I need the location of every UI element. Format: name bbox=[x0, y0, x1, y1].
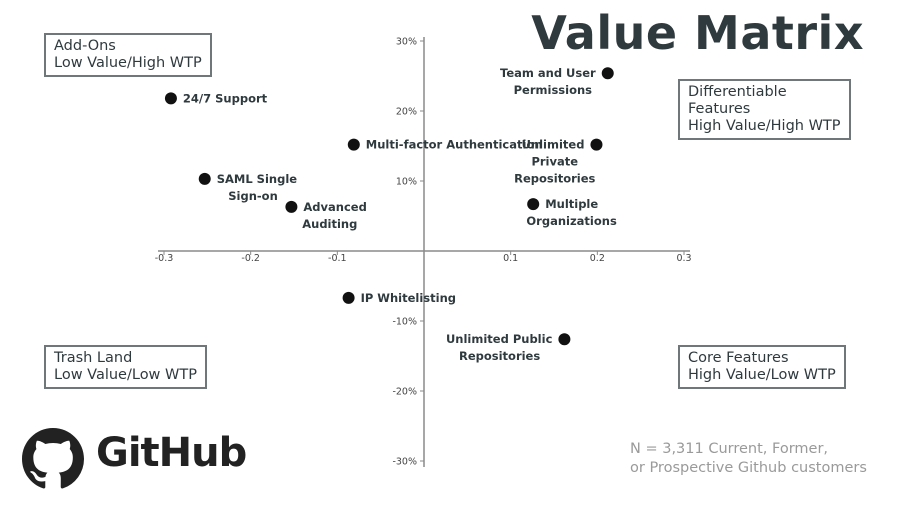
data-point bbox=[342, 291, 355, 304]
data-point-label: Unlimited Private Repositories bbox=[514, 138, 595, 186]
data-point bbox=[590, 138, 603, 151]
quadrant-top-left-line: Low Value/High WTP bbox=[54, 55, 202, 71]
quadrant-top-right-line: Features bbox=[688, 101, 751, 117]
y-tick-label: 30% bbox=[396, 37, 417, 48]
footnote-line: N = 3,311 Current, Former, bbox=[630, 441, 829, 457]
data-point-label-line: Advanced bbox=[303, 200, 366, 214]
data-point bbox=[285, 200, 298, 213]
data-point-label-line: Auditing bbox=[302, 217, 357, 231]
data-point-label-line: Unlimited bbox=[522, 138, 585, 152]
x-tick-label: -0.2 bbox=[241, 253, 260, 264]
chart-title: Value Matrix bbox=[531, 6, 864, 60]
data-point-label-line: Team and User bbox=[500, 66, 596, 80]
data-point bbox=[527, 198, 540, 211]
data-point bbox=[347, 138, 360, 151]
x-tick-label: 0.3 bbox=[676, 253, 691, 264]
quadrant-top-right: Differentiable Features High Value/High … bbox=[678, 79, 851, 140]
quadrant-top-right-line: High Value/High WTP bbox=[688, 118, 841, 134]
data-point-label-line: SAML Single bbox=[217, 172, 298, 186]
data-point-label: 24/7 Support bbox=[183, 91, 268, 105]
y-tick-label: 10% bbox=[396, 177, 417, 188]
data-point-label: IP Whitelisting bbox=[361, 291, 456, 305]
github-wordmark: GitHub bbox=[96, 430, 247, 476]
github-logo: GitHub bbox=[22, 428, 247, 489]
data-point-label-line: Repositories bbox=[459, 349, 540, 363]
x-tick-label: -0.1 bbox=[328, 253, 347, 264]
data-point-label-line: Unlimited Public bbox=[446, 332, 553, 346]
quadrant-bottom-left-line: Low Value/Low WTP bbox=[54, 367, 197, 383]
data-point-label: Multiple Organizations bbox=[526, 197, 617, 228]
x-tick-label: -0.3 bbox=[155, 253, 174, 264]
quadrant-bottom-right-line: High Value/Low WTP bbox=[688, 367, 836, 383]
x-tick-label: 0.1 bbox=[503, 253, 518, 264]
data-point bbox=[164, 92, 177, 105]
quadrant-bottom-right: Core Features High Value/Low WTP bbox=[678, 345, 846, 389]
github-octocat-icon bbox=[22, 428, 84, 489]
data-point-label: Advanced Auditing bbox=[302, 200, 367, 231]
data-point-label-line: Repositories bbox=[514, 172, 595, 186]
quadrant-bottom-right-line: Core Features bbox=[688, 350, 789, 366]
data-point bbox=[601, 67, 614, 80]
data-point-label-line: Permissions bbox=[514, 83, 593, 97]
data-point-label: Team and User Permissions bbox=[500, 66, 596, 97]
quadrant-top-left: Add-Ons Low Value/High WTP bbox=[44, 33, 212, 77]
y-tick-label: -30% bbox=[392, 457, 417, 468]
data-point-label-line: Multiple bbox=[545, 197, 598, 211]
quadrant-bottom-left: Trash Land Low Value/Low WTP bbox=[44, 345, 207, 389]
x-tick-label: 0.2 bbox=[590, 253, 605, 264]
y-tick-label: 20% bbox=[396, 107, 417, 118]
data-point-label: Unlimited Public Repositories bbox=[446, 332, 553, 363]
data-point bbox=[558, 333, 571, 346]
sample-footnote: N = 3,311 Current, Former, or Prospectiv… bbox=[630, 440, 867, 478]
y-tick-label: -20% bbox=[392, 387, 417, 398]
data-point bbox=[198, 172, 211, 185]
data-point-label-line: Private bbox=[531, 155, 578, 169]
data-point-label-line: Sign-on bbox=[228, 189, 278, 203]
data-point-label: Multi-factor Authentication bbox=[366, 138, 543, 152]
data-point-label: SAML Single Sign-on bbox=[217, 172, 298, 203]
quadrant-bottom-left-line: Trash Land bbox=[54, 350, 133, 366]
quadrant-top-right-line: Differentiable bbox=[688, 84, 787, 100]
footnote-line: or Prospective Github customers bbox=[630, 460, 867, 476]
quadrant-top-left-line: Add-Ons bbox=[54, 38, 116, 54]
data-point-label-line: Organizations bbox=[526, 214, 617, 228]
y-tick-label: -10% bbox=[392, 317, 417, 328]
